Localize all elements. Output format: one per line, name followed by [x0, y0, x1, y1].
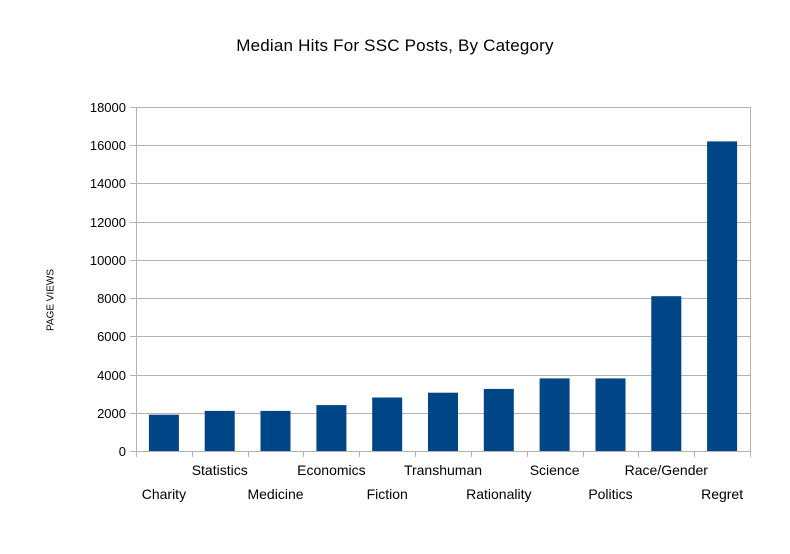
x-category-label: Politics: [588, 486, 632, 502]
x-category-label: Economics: [297, 462, 365, 478]
x-category-label: Regret: [701, 486, 743, 502]
y-tick-label: 18000: [90, 100, 126, 115]
bar-medicine: [260, 410, 291, 451]
bar-race-gender: [651, 296, 682, 451]
x-category-label: Charity: [142, 486, 186, 502]
x-category-label: Statistics: [192, 462, 248, 478]
y-tick-label: 14000: [90, 176, 126, 191]
bar-fiction: [372, 397, 403, 451]
x-category-label: Fiction: [367, 486, 408, 502]
chart-title: Median Hits For SSC Posts, By Category: [236, 36, 554, 55]
y-tick-label: 6000: [97, 329, 126, 344]
x-category-label: Race/Gender: [625, 462, 709, 478]
y-tick-label: 2000: [97, 406, 126, 421]
y-tick-label: 0: [119, 444, 126, 459]
x-category-label: Transhuman: [404, 462, 482, 478]
bar-rationality: [483, 388, 514, 451]
bar-charity: [148, 414, 179, 451]
y-tick-label: 8000: [97, 291, 126, 306]
bar-regret: [707, 141, 738, 451]
bar-science: [539, 378, 570, 451]
bar-politics: [595, 378, 626, 451]
y-tick-label: 10000: [90, 253, 126, 268]
y-tick-label: 16000: [90, 138, 126, 153]
x-category-label: Medicine: [247, 486, 303, 502]
y-tick-label: 12000: [90, 215, 126, 230]
bar-economics: [316, 405, 347, 451]
bar-statistics: [204, 410, 235, 451]
bar-transhuman: [428, 392, 458, 451]
x-category-label: Science: [530, 462, 580, 478]
y-tick-label: 4000: [97, 368, 126, 383]
x-category-label: Rationality: [466, 486, 531, 502]
